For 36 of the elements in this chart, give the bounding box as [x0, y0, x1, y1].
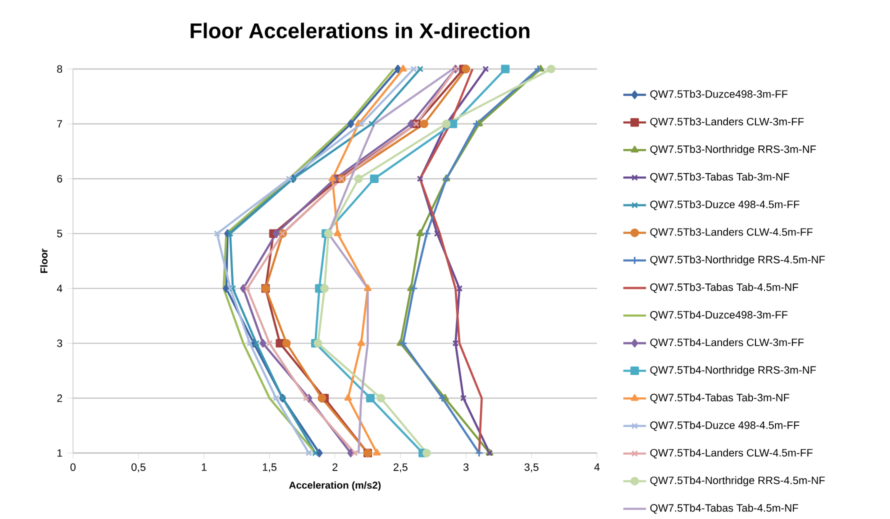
legend-label: QW7.5Tb4-Duzce498-3m-FF: [650, 310, 788, 320]
y-tick-label: 7: [57, 120, 62, 128]
y-tick-label: 3: [57, 340, 62, 348]
y-tick-label: 1: [57, 449, 62, 457]
y-tick-label: 5: [57, 230, 62, 238]
x-tick-label: 2: [332, 463, 338, 471]
legend-label: QW7.5Tb3-Northridge RRS-3m-NF: [650, 145, 816, 156]
x-axis-title: Acceleration (m/s2): [289, 481, 381, 491]
chart-title: Floor Accelerations in X-direction: [190, 22, 530, 38]
legend-label: QW7.5Tb4-Tabas Tab-3m-NF: [650, 394, 790, 404]
y-tick-label: 2: [57, 394, 62, 402]
legend-label: QW7.5Tb4-Duzce 498-4.5m-FF: [650, 421, 800, 431]
legend-label: QW7.5Tb3-Northridge RRS-4.5m-NF: [650, 256, 825, 266]
legend-label: QW7.5Tb4-Northridge RRS-4.5m-NF: [650, 476, 825, 486]
legend-label: QW7.5Tb4-Northridge RRS-3m-NF: [650, 366, 816, 376]
legend-label: QW7.5Tb3-Landers CLW-4.5m-FF: [650, 228, 813, 238]
x-tick-label: 4: [594, 463, 600, 471]
x-tick-label: 2,5: [394, 463, 408, 472]
x-tick-label: 1: [202, 463, 206, 471]
y-axis-title: Floor: [40, 248, 48, 273]
legend-label: QW7.5Tb3-Duzce498-3m-FF: [650, 90, 788, 100]
legend-label: QW7.5Tb3-Tabas Tab-4.5m-NF: [650, 283, 798, 293]
y-tick-label: 6: [57, 174, 62, 182]
legend-label: QW7.5Tb4-Landers CLW-3m-FF: [650, 338, 804, 348]
legend-label: QW7.5Tb4-Landers CLW-4.5m-FF: [650, 448, 813, 458]
x-tick-label: 3: [463, 463, 468, 471]
legend-label: QW7.5Tb3-Duzce 498-4.5m-FF: [650, 200, 800, 210]
x-tick-label: 3,5: [524, 463, 538, 472]
x-tick-label: 1,5: [262, 463, 276, 472]
x-tick-label: 0: [70, 463, 76, 471]
legend-label: QW7.5Tb3-Tabas Tab-3m-NF: [650, 172, 790, 182]
legend-label: QW7.5Tb3-Landers CLW-3m-FF: [650, 118, 804, 128]
y-tick-label: 8: [57, 65, 62, 73]
legend-label: QW7.5Tb4-Tabas Tab-4.5m-NF: [650, 504, 798, 514]
x-tick-label: 0,5: [132, 463, 146, 472]
y-tick-label: 4: [56, 284, 62, 292]
